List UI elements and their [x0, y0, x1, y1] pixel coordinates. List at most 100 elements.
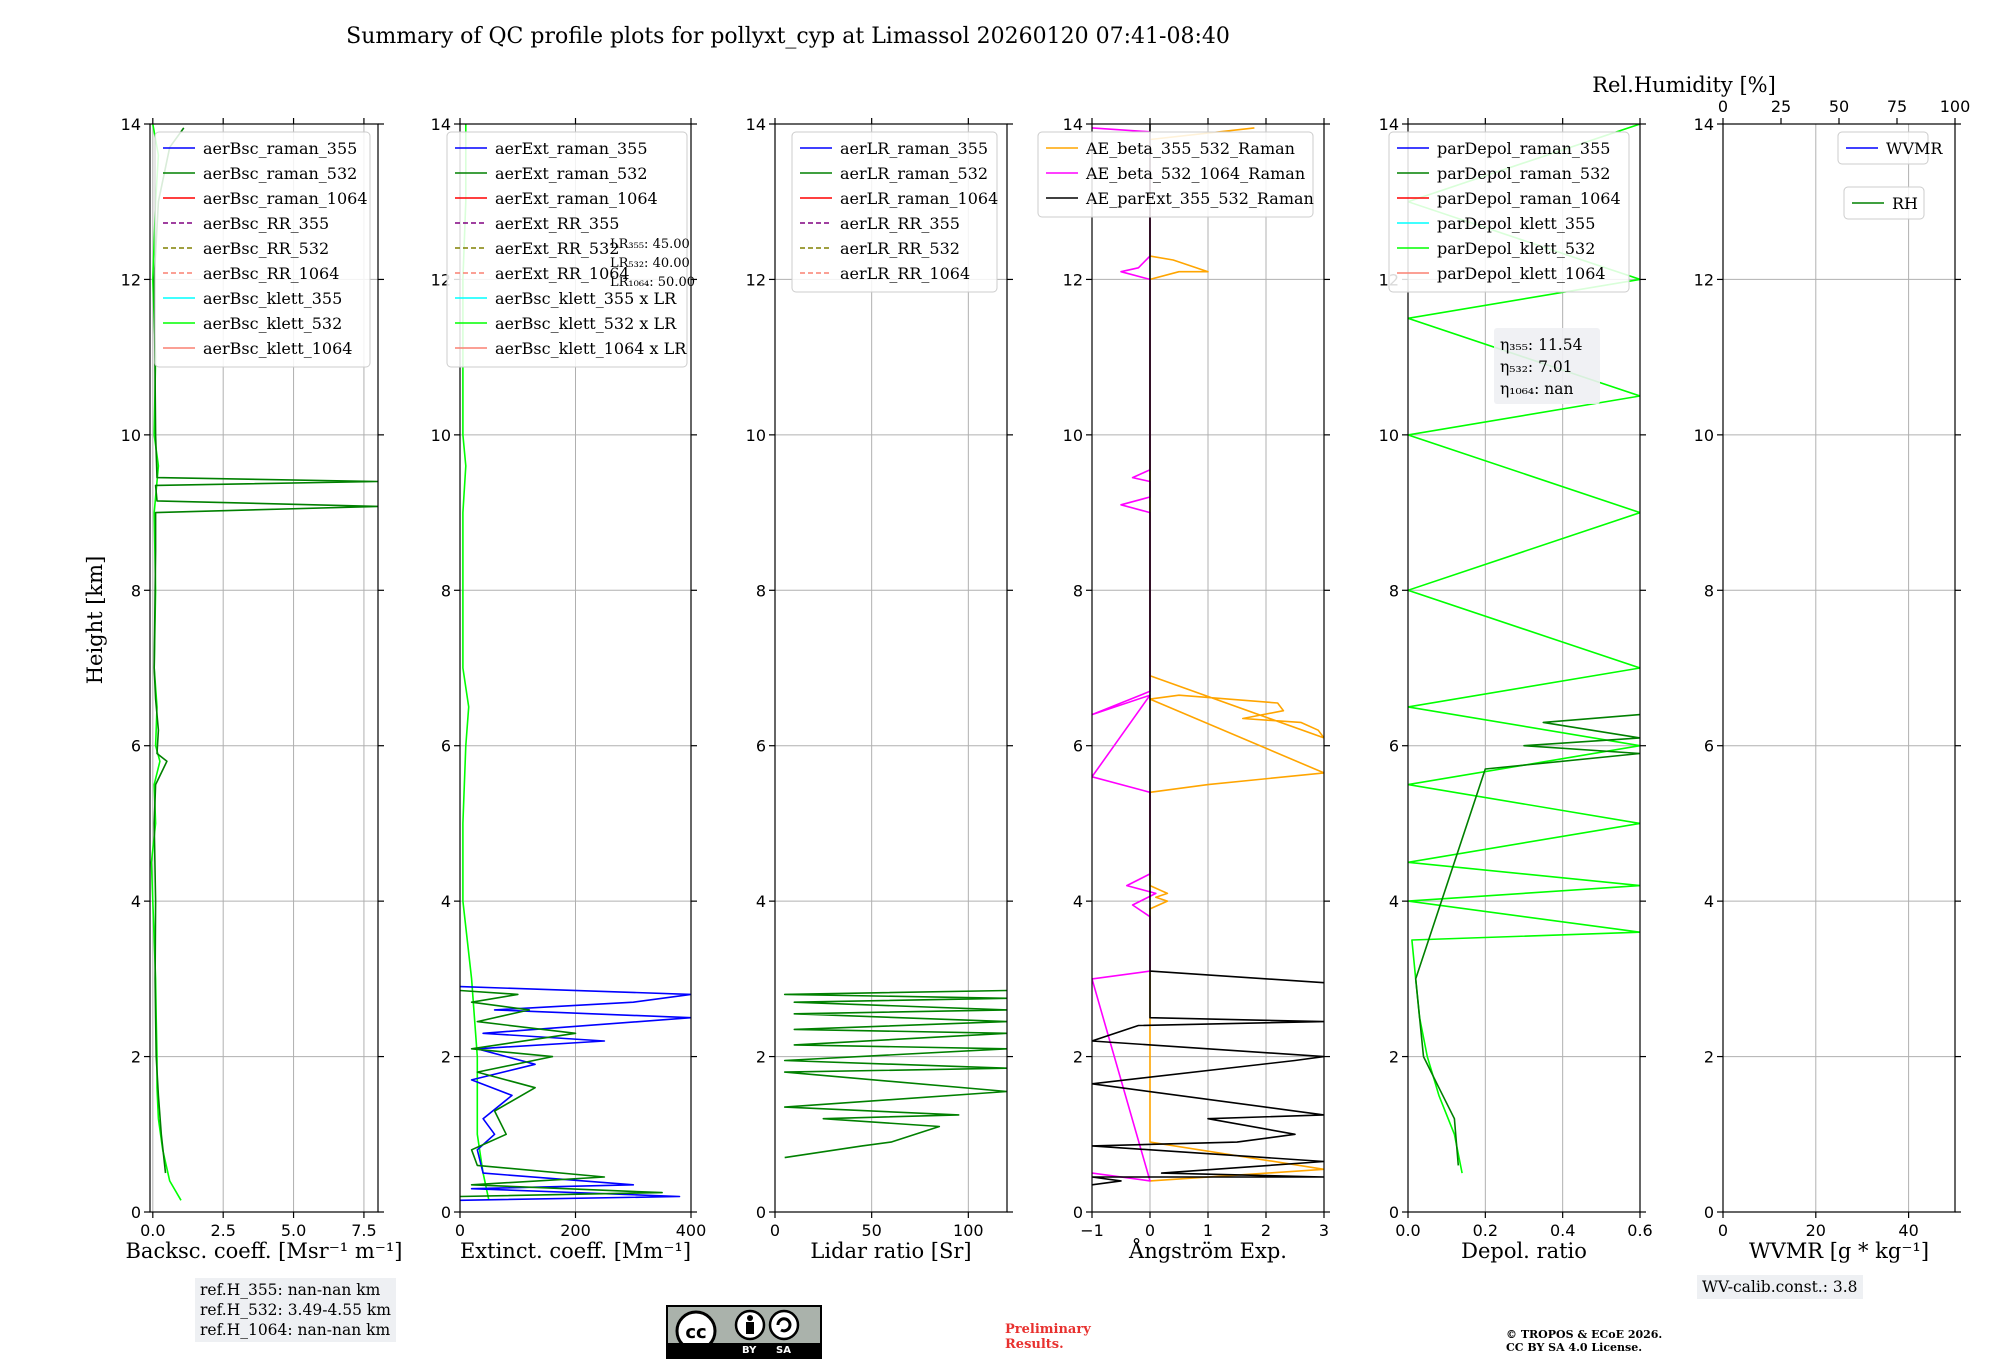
- axes-frame-bsc: [149, 123, 379, 1213]
- legend-label-0: aerBsc_raman_355: [203, 139, 357, 158]
- x-axis-label-dep: Depol. ratio: [1461, 1239, 1587, 1263]
- cc-sa-label: SA: [776, 1345, 791, 1356]
- x-tick-label: 50: [861, 1221, 881, 1240]
- rh-axis-label: Rel.Humidity [%]: [1592, 73, 1776, 97]
- y-tick-label: 4: [441, 892, 451, 911]
- series-line-ae-2: [1092, 124, 1324, 1186]
- y-tick-label: 4: [1073, 892, 1083, 911]
- legend-dep: parDepol_raman_355 parDepol_raman_532 parD…: [1388, 131, 1630, 293]
- y-tick-label: 8: [1704, 581, 1714, 600]
- legend-label-2: aerLR_raman_1064: [840, 189, 998, 208]
- rh-tick-label: 50: [1829, 97, 1849, 116]
- legend-label-1: AE_beta_532_1064_Raman: [1085, 164, 1305, 183]
- legend-frame: [1037, 131, 1314, 218]
- legend-label-0: aerExt_raman_355: [495, 139, 648, 158]
- series-group-bsc: [150, 124, 378, 1201]
- y-tick-label: 14: [746, 115, 766, 134]
- legend-label-3: aerBsc_RR_355: [203, 214, 329, 233]
- series-line-ae-1: [1092, 127, 1157, 1182]
- y-tick-label: 10: [1063, 426, 1083, 445]
- y-tick-label: 0: [1073, 1203, 1083, 1222]
- legend-label-4: aerBsc_RR_532: [203, 239, 329, 258]
- x-tick-label: 0.2: [1473, 1221, 1498, 1240]
- legend-label-0: AE_beta_355_532_Raman: [1085, 139, 1295, 158]
- series-line-dep-1: [1414, 713, 1640, 1166]
- x-axis-label-bsc: Backsc. coeff. [Msr⁻¹ m⁻¹]: [126, 1239, 403, 1263]
- legend-wv: WVMR RH: [1837, 131, 1943, 220]
- y-tick-label: 6: [1389, 737, 1399, 756]
- legend-label-1: parDepol_raman_532: [1437, 164, 1610, 183]
- rh-tick-label: 0: [1718, 97, 1728, 116]
- series-line-ae-0: [1149, 127, 1324, 1182]
- y-tick-label: 0: [1389, 1203, 1399, 1222]
- x-axis-label-ext: Extinct. coeff. [Mm⁻¹]: [460, 1239, 691, 1263]
- y-tick-label: 2: [1073, 1048, 1083, 1067]
- legend-label-5: aerBsc_RR_1064: [203, 264, 339, 283]
- y-tick-label: 6: [131, 737, 141, 756]
- y-tick-label: 12: [121, 270, 141, 289]
- axes-frame-dep: [1407, 123, 1641, 1213]
- copyright-note: © TROPOS & ECoE 2026. CC BY SA 4.0 Licen…: [1506, 1328, 1662, 1354]
- legend-label-0: aerLR_raman_355: [840, 139, 988, 158]
- axes-frame-lr: [774, 123, 1008, 1213]
- legend-frame: [1388, 131, 1630, 293]
- x-tick-label: 0: [770, 1221, 780, 1240]
- ref-h-1064: ref.H_1064: nan-nan km: [200, 1321, 391, 1339]
- x-tick-label: 400: [676, 1221, 707, 1240]
- y-tick-label: 0: [1704, 1203, 1714, 1222]
- y-tick-label: 10: [431, 426, 451, 445]
- x-tick-label: 3: [1319, 1221, 1329, 1240]
- lr-note-2: LR₁₀₆₄: 50.00: [610, 275, 695, 290]
- lr-note-0: LR₃₅₅: 45.00: [610, 237, 690, 252]
- x-tick-label: 1: [1203, 1221, 1213, 1240]
- legend-frame: [1837, 131, 1929, 165]
- legend-frame: [446, 131, 688, 368]
- y-tick-label: 14: [1379, 115, 1399, 134]
- x-tick-label: 0.6: [1627, 1221, 1652, 1240]
- x-tick-label: 100: [953, 1221, 984, 1240]
- y-tick-label: 12: [746, 270, 766, 289]
- cc-label-bar: BY SA: [668, 1343, 820, 1357]
- y-tick-label: 8: [441, 581, 451, 600]
- legend-bsc: aerBsc_raman_355 aerBsc_raman_532 aerBsc_r…: [154, 131, 371, 368]
- y-tick-label: 12: [1063, 270, 1083, 289]
- x-tick-label: 200: [560, 1221, 591, 1240]
- y-tick-label: 2: [1704, 1048, 1714, 1067]
- x-tick-label: 5.0: [281, 1221, 306, 1240]
- y-tick-label: 0: [756, 1203, 766, 1222]
- y-tick-label: 4: [756, 892, 766, 911]
- legend-label-4: parDepol_klett_532: [1437, 239, 1595, 258]
- legend-label-2: AE_parExt_355_532_Raman: [1085, 189, 1314, 208]
- copyright-line-2: CC BY SA 4.0 License.: [1506, 1341, 1643, 1354]
- legend-label-5: aerLR_RR_1064: [840, 264, 970, 283]
- axes-frame-wv: [1722, 123, 1956, 1213]
- y-tick-label: 4: [1704, 892, 1714, 911]
- legend-label-4: aerLR_RR_532: [840, 239, 960, 258]
- legend-frame: [154, 131, 371, 368]
- series-group-ae: [1092, 124, 1324, 1186]
- x-tick-label: 20: [1806, 1221, 1826, 1240]
- rh-tick-label: 100: [1940, 97, 1971, 116]
- preliminary-line-1: Preliminary: [1005, 1322, 1091, 1337]
- preliminary-note: Preliminary Results.: [1005, 1322, 1091, 1352]
- legend-frame: [791, 131, 998, 293]
- series-line-ext-1: [460, 985, 691, 1202]
- y-tick-label: 2: [131, 1048, 141, 1067]
- series-group-dep: [1408, 124, 1640, 1174]
- legend-lr: aerLR_raman_355 aerLR_raman_532 aerLR_rama…: [791, 131, 998, 293]
- x-tick-label: 7.5: [351, 1221, 376, 1240]
- y-tick-label: 6: [1704, 737, 1714, 756]
- y-tick-label: 2: [1389, 1048, 1399, 1067]
- eta-note-2: η₁₀₆₄: nan: [1500, 380, 1574, 398]
- legend-label-1: RH: [1892, 194, 1918, 213]
- legend-label-3: aerExt_RR_355: [495, 214, 619, 233]
- ref-h-355: ref.H_355: nan-nan km: [200, 1281, 381, 1299]
- y-tick-label: 0: [131, 1203, 141, 1222]
